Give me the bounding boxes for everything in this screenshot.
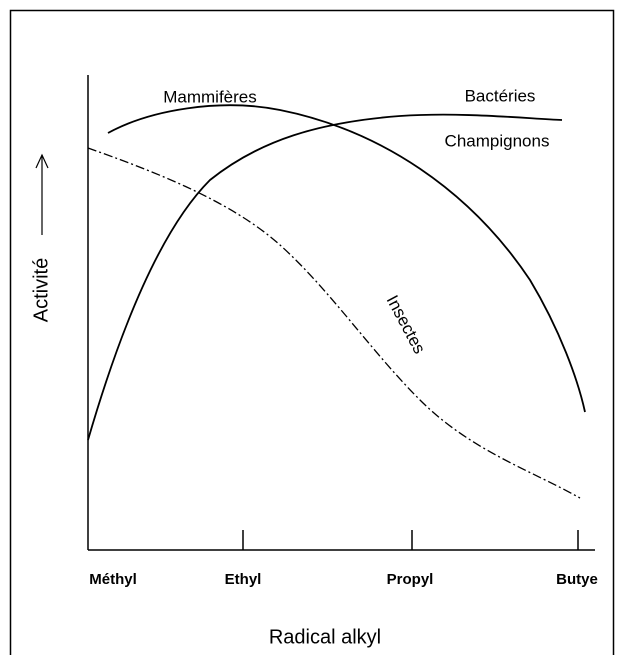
curve-label: Bactéries (465, 86, 536, 105)
x-axis-label: Radical alkyl (269, 626, 381, 648)
curve-label: Mammifères (163, 87, 257, 106)
insect-curve (87, 147, 581, 499)
category-label: Propyl (387, 571, 434, 588)
mammal-curve (107, 104, 586, 413)
frame (9, 9, 615, 655)
category-label: Méthyl (89, 571, 137, 588)
bacteria-curve (87, 113, 563, 441)
category-label: Ethyl (225, 571, 262, 588)
curve-label: Champignons (445, 131, 550, 150)
arrow-head (35, 153, 49, 169)
curve-label: Insectes (383, 292, 429, 357)
y-axis-label: Activité (30, 258, 52, 322)
category-label: Butye (556, 571, 598, 588)
